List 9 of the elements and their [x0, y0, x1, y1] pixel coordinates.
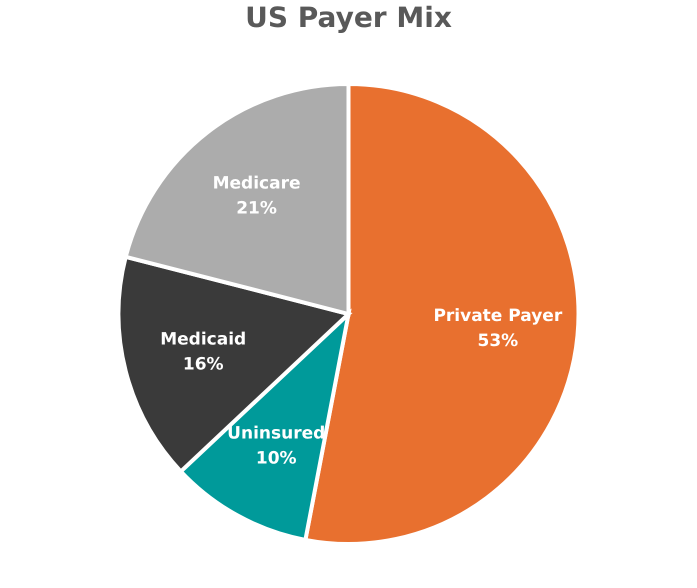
- chart-title: US Payer Mix: [245, 1, 452, 34]
- data-label: 16%: [182, 354, 224, 374]
- slice-label: Uninsured: [227, 423, 326, 444]
- data-label: 21%: [236, 198, 277, 218]
- slice-label: Medicaid: [160, 329, 246, 350]
- data-label: 53%: [477, 331, 518, 352]
- slice-label: Medicare: [212, 173, 301, 194]
- slice-label: Private Payer: [433, 306, 563, 326]
- data-label: 10%: [256, 448, 297, 468]
